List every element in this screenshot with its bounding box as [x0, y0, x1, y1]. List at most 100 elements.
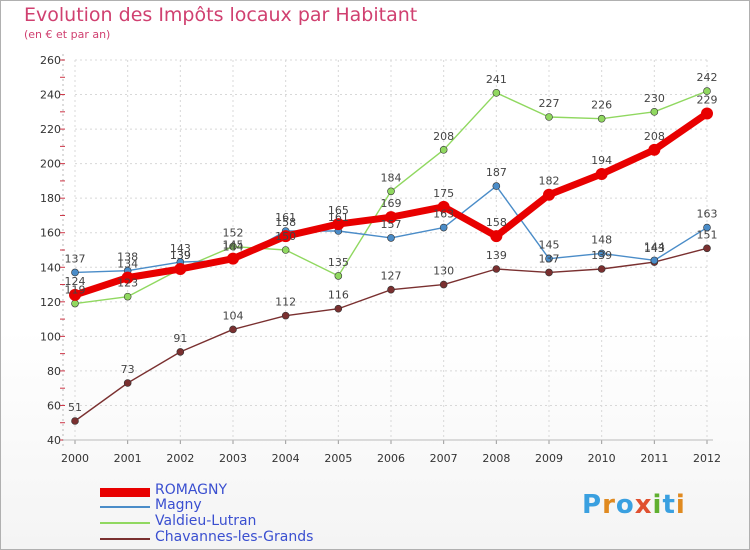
- logo-letter: i: [652, 490, 663, 520]
- data-point-chavannes-les-grands: [439, 280, 448, 289]
- data-point-valdieu-lutran: [492, 89, 501, 97]
- data-label-romagny: 139: [170, 249, 191, 262]
- legend-swatch-magny: [100, 506, 150, 508]
- data-point-romagny: [437, 200, 450, 213]
- data-label-valdieu-lutran: 226: [591, 99, 612, 112]
- data-label-romagny: 134: [117, 258, 138, 271]
- axis-layer: 40 60 80 100 120 140 160 180 200 220 240 260 2000 200…: [40, 54, 721, 465]
- data-point-valdieu-lutran: [387, 187, 395, 196]
- line-chart: 40 60 80 100 120 140 160 180 200 220 240 260 2000 200…: [40, 54, 721, 465]
- data-label-chavannes-les-grands: 143: [644, 242, 665, 255]
- data-label-valdieu-lutran: 119: [65, 284, 86, 297]
- data-label-romagny: 145: [223, 239, 244, 252]
- data-point-romagny: [227, 252, 239, 265]
- data-label-valdieu-lutran: 150: [275, 230, 296, 243]
- data-label-magny: 163: [433, 208, 454, 221]
- data-label-valdieu-lutran: 208: [433, 130, 454, 143]
- data-label-magny: 148: [591, 233, 612, 246]
- data-label-romagny: 229: [697, 94, 718, 107]
- legend-swatch-valdieu-lutran: [100, 522, 150, 524]
- data-point-romagny: [174, 263, 187, 275]
- x-tick-label: 2009: [535, 452, 563, 465]
- data-label-chavannes-les-grands: 51: [68, 401, 82, 414]
- data-label-valdieu-lutran: 227: [539, 97, 560, 110]
- data-label-valdieu-lutran: 123: [117, 277, 138, 290]
- data-label-magny: 187: [486, 166, 507, 179]
- y-tick-label: 200: [40, 158, 61, 171]
- proxiti-logo: Proxiti: [582, 490, 686, 520]
- series-layer: [69, 87, 713, 425]
- data-label-valdieu-lutran: 152: [223, 227, 244, 240]
- data-point-romagny: [490, 230, 503, 243]
- y-tick-label: 240: [40, 89, 61, 102]
- data-label-chavannes-les-grands: 116: [328, 289, 349, 302]
- data-point-magny: [703, 223, 711, 232]
- chart-subtitle: (en € et par an): [24, 28, 111, 41]
- data-point-chavannes-les-grands: [545, 268, 553, 277]
- data-point-magny: [439, 223, 448, 232]
- data-label-romagny: 208: [644, 130, 665, 143]
- data-point-romagny: [701, 107, 713, 120]
- data-point-chavannes-les-grands: [176, 348, 185, 356]
- x-tick-label: 2005: [324, 452, 352, 465]
- logo-letter: t: [662, 490, 676, 520]
- data-point-valdieu-lutran: [545, 113, 553, 121]
- data-label-romagny: 169: [381, 197, 402, 210]
- data-point-chavannes-les-grands: [597, 265, 606, 273]
- data-point-romagny: [648, 143, 661, 156]
- data-point-chavannes-les-grands: [334, 304, 343, 313]
- logo-letter: r: [602, 490, 616, 520]
- y-tick-label: 80: [47, 365, 61, 378]
- y-tick-label: 40: [47, 434, 61, 447]
- legend-label-valdieu-lutran: Valdieu-Lutran: [155, 513, 257, 529]
- data-point-romagny: [543, 188, 555, 201]
- data-point-valdieu-lutran: [123, 292, 132, 301]
- data-label-magny: 145: [539, 239, 560, 252]
- data-point-valdieu-lutran: [229, 242, 237, 251]
- x-tick-label: 2002: [166, 452, 194, 465]
- data-label-chavannes-les-grands: 137: [539, 252, 560, 265]
- data-label-romagny: 175: [433, 187, 454, 200]
- data-point-chavannes-les-grands: [281, 311, 290, 320]
- data-point-romagny: [121, 271, 134, 284]
- x-tick-label: 2006: [377, 452, 405, 465]
- data-label-magny: 143: [170, 242, 191, 255]
- logo-letter: x: [634, 490, 653, 520]
- x-tick-label: 2008: [482, 452, 510, 465]
- data-point-magny: [387, 234, 395, 242]
- data-label-valdieu-lutran: 139: [170, 249, 191, 262]
- data-point-valdieu-lutran: [281, 246, 290, 254]
- data-label-romagny: 124: [65, 275, 86, 288]
- data-point-chavannes-les-grands: [387, 285, 395, 294]
- data-label-magny: 137: [65, 252, 86, 265]
- data-label-romagny: 165: [328, 204, 349, 217]
- data-label-magny: 157: [381, 218, 402, 231]
- y-tick-label: 180: [40, 192, 61, 205]
- x-tick-label: 2003: [219, 452, 247, 465]
- data-point-chavannes-les-grands: [123, 379, 132, 387]
- data-point-romagny: [69, 288, 81, 301]
- data-point-romagny: [595, 168, 608, 180]
- logo-letter: P: [582, 490, 603, 520]
- data-point-magny: [71, 268, 79, 277]
- chart-title: Evolution des Impôts locaux par Habitant: [24, 4, 418, 26]
- data-point-magny: [545, 254, 553, 263]
- data-point-magny: [650, 256, 659, 265]
- logo-letter: o: [615, 490, 635, 520]
- logo-letter: i: [675, 490, 686, 520]
- x-tick-label: 2004: [272, 452, 300, 465]
- data-label-chavannes-les-grands: 139: [591, 249, 612, 262]
- data-label-chavannes-les-grands: 130: [433, 265, 454, 278]
- data-label-magny: 144: [644, 240, 665, 253]
- x-tick-label: 2000: [61, 452, 89, 465]
- data-point-valdieu-lutran: [71, 299, 79, 308]
- data-label-chavannes-les-grands: 151: [697, 228, 718, 241]
- legend-label-romagny: ROMAGNY: [155, 482, 228, 498]
- data-label-magny: 144: [223, 240, 244, 253]
- data-point-magny: [597, 249, 606, 258]
- data-label-romagny: 194: [591, 154, 612, 167]
- data-point-valdieu-lutran: [334, 272, 343, 280]
- data-label-chavannes-les-grands: 73: [121, 363, 135, 376]
- data-point-romagny: [332, 218, 345, 231]
